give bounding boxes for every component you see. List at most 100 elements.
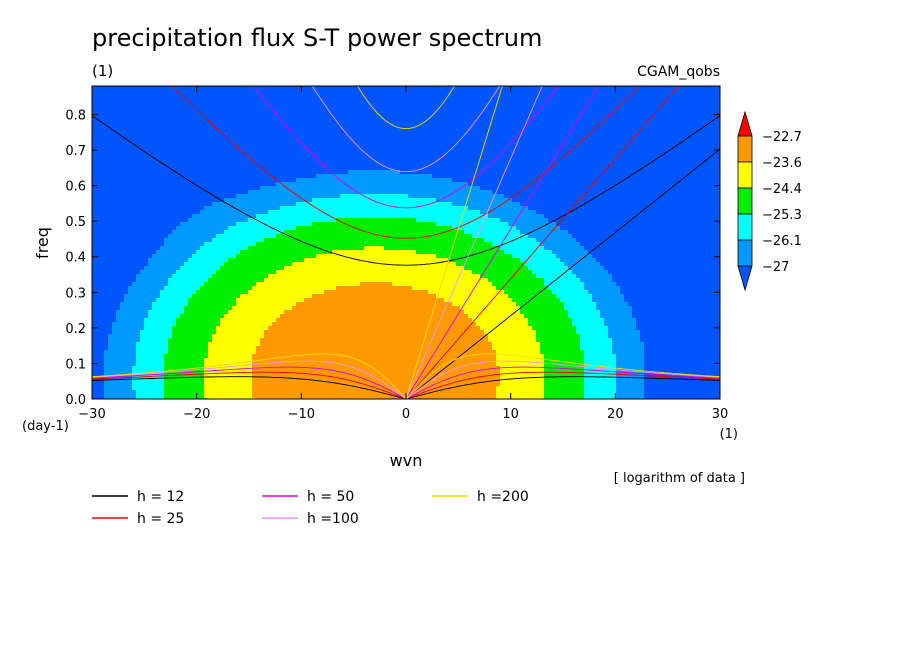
heatmap-cell bbox=[332, 150, 337, 155]
heatmap-cell bbox=[212, 362, 217, 367]
heatmap-cell bbox=[240, 338, 245, 343]
heatmap-cell bbox=[180, 234, 185, 239]
heatmap-cell bbox=[144, 146, 149, 151]
heatmap-cell bbox=[168, 302, 173, 307]
heatmap-cell bbox=[208, 126, 213, 131]
heatmap-cell bbox=[336, 354, 341, 359]
heatmap-cell bbox=[132, 146, 137, 151]
heatmap-cell bbox=[316, 282, 321, 287]
heatmap-cell bbox=[168, 318, 173, 323]
heatmap-cell bbox=[124, 230, 129, 235]
heatmap-cell bbox=[256, 150, 261, 155]
heatmap-cell bbox=[272, 162, 277, 167]
heatmap-cell bbox=[340, 350, 345, 355]
heatmap-cell bbox=[292, 326, 297, 331]
heatmap-cell bbox=[224, 342, 229, 347]
heatmap-cell bbox=[320, 354, 325, 359]
heatmap-cell bbox=[100, 218, 105, 223]
heatmap-cell bbox=[304, 102, 309, 107]
heatmap-cell bbox=[96, 302, 101, 307]
heatmap-cell bbox=[188, 114, 193, 119]
heatmap-cell bbox=[244, 166, 249, 171]
heatmap-cell bbox=[240, 170, 245, 175]
heatmap-cell bbox=[172, 98, 177, 103]
heatmap-cell bbox=[128, 274, 133, 279]
heatmap-cell bbox=[216, 318, 221, 323]
heatmap-cell bbox=[132, 230, 137, 235]
heatmap-cell bbox=[176, 282, 181, 287]
heatmap-cell bbox=[236, 326, 241, 331]
heatmap-cell bbox=[280, 126, 285, 131]
heatmap-cell bbox=[132, 190, 137, 195]
heatmap-cell bbox=[304, 258, 309, 263]
heatmap-cell bbox=[228, 302, 233, 307]
heatmap-cell bbox=[144, 198, 149, 203]
heatmap-cell bbox=[228, 222, 233, 227]
heatmap-cell bbox=[272, 382, 277, 387]
heatmap-cell bbox=[272, 166, 277, 171]
heatmap-cell bbox=[252, 314, 257, 319]
heatmap-cell bbox=[96, 94, 101, 99]
heatmap-cell bbox=[176, 178, 181, 183]
heatmap-cell bbox=[200, 162, 205, 167]
heatmap-cell bbox=[320, 158, 325, 163]
heatmap-cell bbox=[264, 282, 269, 287]
heatmap-cell bbox=[336, 138, 341, 143]
heatmap-cell bbox=[204, 218, 209, 223]
heatmap-cell bbox=[256, 286, 261, 291]
heatmap-cell bbox=[260, 114, 265, 119]
heatmap-cell bbox=[316, 222, 321, 227]
heatmap-cell bbox=[312, 326, 317, 331]
heatmap-cell bbox=[168, 98, 173, 103]
heatmap-cell bbox=[180, 294, 185, 299]
heatmap-cell bbox=[180, 130, 185, 135]
heatmap-cell bbox=[260, 162, 265, 167]
heatmap-cell bbox=[300, 214, 305, 219]
heatmap-cell bbox=[108, 118, 113, 123]
heatmap-cell bbox=[100, 386, 105, 391]
heatmap-cell bbox=[248, 134, 253, 139]
heatmap-cell bbox=[108, 174, 113, 179]
heatmap-cell bbox=[164, 102, 169, 107]
heatmap-cell bbox=[148, 282, 153, 287]
heatmap-cell bbox=[256, 182, 261, 187]
heatmap-cell bbox=[268, 158, 273, 163]
heatmap-cell bbox=[304, 270, 309, 275]
heatmap-cell bbox=[128, 298, 133, 303]
heatmap-cell bbox=[232, 102, 237, 107]
heatmap-cell bbox=[148, 302, 153, 307]
heatmap-cell bbox=[320, 394, 325, 399]
heatmap-cell bbox=[284, 366, 289, 371]
heatmap-cell bbox=[180, 354, 185, 359]
heatmap-cell bbox=[208, 94, 213, 99]
heatmap-cell bbox=[128, 262, 133, 267]
heatmap-cell bbox=[276, 330, 281, 335]
heatmap-cell bbox=[268, 170, 273, 175]
heatmap-cell bbox=[216, 146, 221, 151]
heatmap-cell bbox=[108, 198, 113, 203]
heatmap-cell bbox=[216, 338, 221, 343]
heatmap-cell bbox=[292, 146, 297, 151]
heatmap-cell bbox=[212, 386, 217, 391]
heatmap-cell bbox=[240, 122, 245, 127]
heatmap-cell bbox=[284, 278, 289, 283]
heatmap-cell bbox=[284, 358, 289, 363]
heatmap-cell bbox=[244, 250, 249, 255]
heatmap-cell bbox=[104, 242, 109, 247]
heatmap-cell bbox=[104, 134, 109, 139]
heatmap-cell bbox=[100, 274, 105, 279]
heatmap-cell bbox=[164, 390, 169, 395]
heatmap-cell bbox=[220, 126, 225, 131]
heatmap-cell bbox=[92, 266, 97, 271]
heatmap-cell bbox=[340, 234, 345, 239]
heatmap-cell bbox=[212, 298, 217, 303]
heatmap-cell bbox=[172, 146, 177, 151]
heatmap-cell bbox=[284, 254, 289, 259]
heatmap-cell bbox=[236, 278, 241, 283]
heatmap-cell bbox=[144, 130, 149, 135]
heatmap-cell bbox=[204, 210, 209, 215]
heatmap-cell bbox=[328, 394, 333, 399]
heatmap-cell bbox=[184, 214, 189, 219]
heatmap-cell bbox=[300, 134, 305, 139]
heatmap-cell bbox=[248, 310, 253, 315]
